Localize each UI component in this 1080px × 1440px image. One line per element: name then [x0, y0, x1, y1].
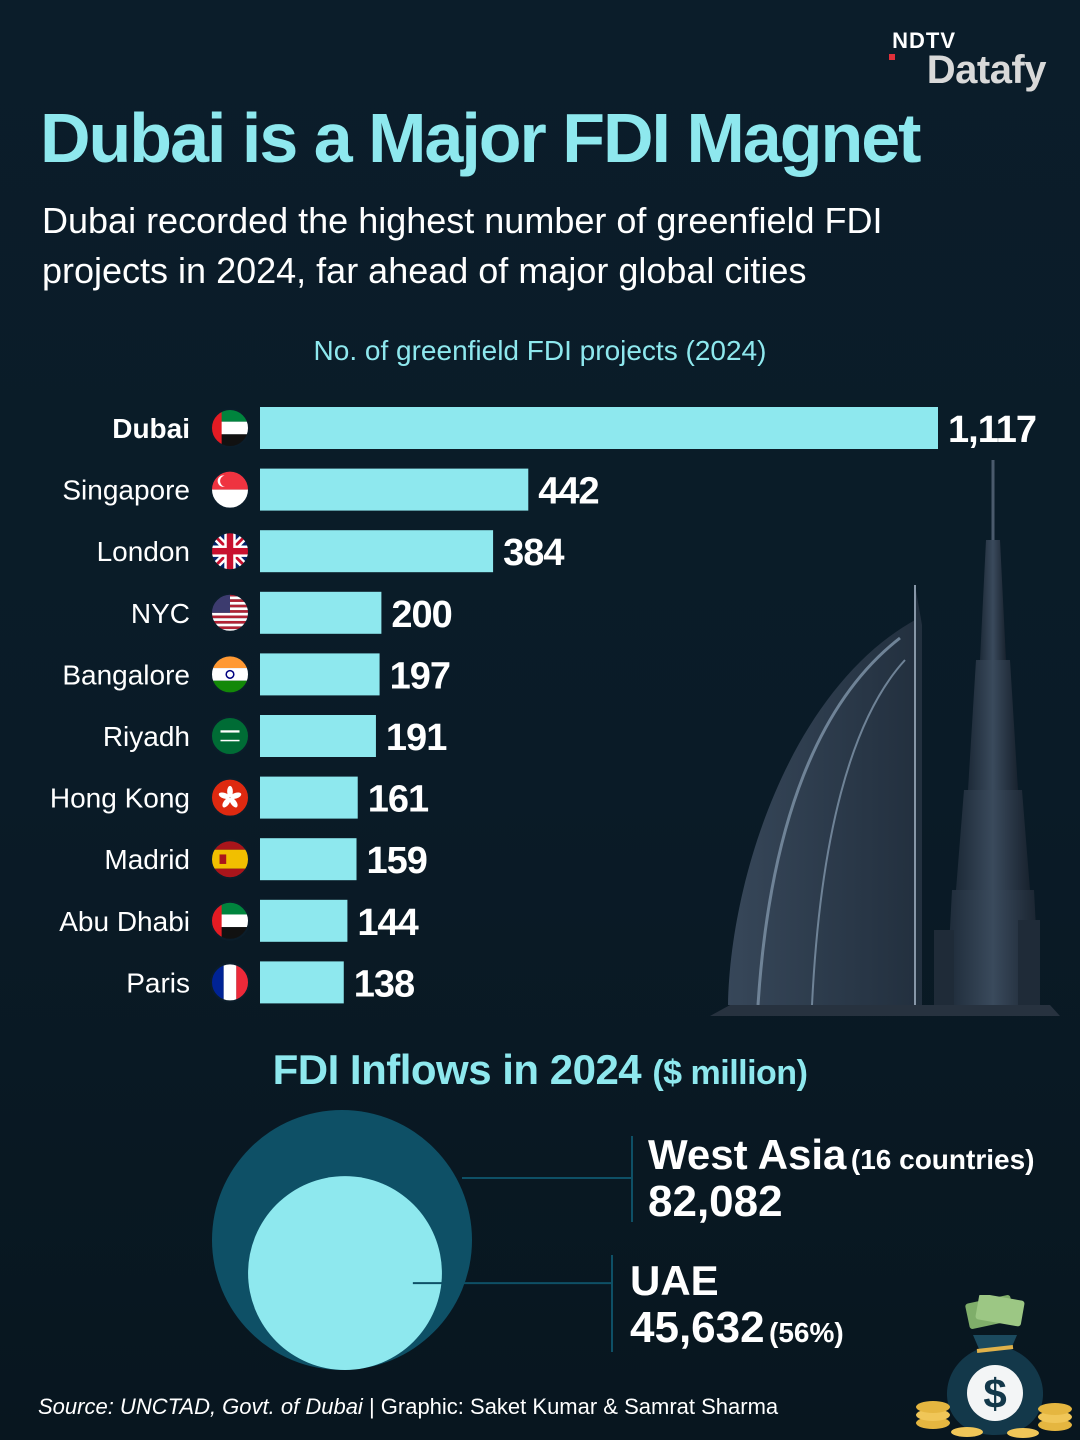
inflow-unit: ($ million): [652, 1054, 808, 1092]
category-label: Bangalore: [62, 659, 190, 690]
burj-khalifa-icon: [934, 460, 1040, 1006]
category-label: Riyadh: [103, 721, 190, 752]
footer: Source: UNCTAD, Govt. of Dubai | Graphic…: [38, 1394, 778, 1420]
uae-flag-icon: [210, 900, 250, 941]
page-subtitle: Dubai recorded the highest number of gre…: [42, 200, 883, 291]
west-asia-note: (16 countries): [850, 1144, 1035, 1175]
bar: [260, 407, 938, 449]
bar: [260, 961, 344, 1004]
burj-al-arab-icon: [710, 585, 1060, 1016]
singapore-flag-icon: [210, 469, 250, 510]
bar: [260, 653, 380, 696]
bar: [260, 715, 376, 757]
logo-ndtv: NDTV: [892, 28, 956, 53]
uk-flag-icon: [210, 531, 250, 572]
dubai-skyline-illustration: [710, 460, 1060, 1016]
bar-row: Madrid 159: [104, 838, 428, 882]
logo-datafy: Datafy: [926, 48, 1047, 92]
category-label: Abu Dhabi: [59, 906, 190, 937]
bar: [260, 899, 348, 942]
value-label: 159: [367, 840, 427, 882]
west-asia-bubble: [212, 1110, 472, 1370]
category-label: Paris: [126, 967, 190, 998]
category-label: Hong Kong: [50, 783, 190, 814]
uae-label: UAE 45,632 (56%): [630, 1258, 844, 1352]
inflow-title: FDI Inflows in 2024 ($ million): [0, 1046, 1080, 1094]
uae-bubble: [248, 1176, 442, 1370]
bar-row: Dubai 1,117: [112, 407, 1037, 451]
usa-flag-icon: [210, 592, 250, 633]
value-label: 384: [503, 532, 564, 574]
page-title: Dubai is a Major FDI Magnet: [40, 99, 921, 177]
bar-row: Abu Dhabi 144: [59, 899, 420, 944]
uae-flag-icon: [210, 408, 250, 448]
credit-text: | Graphic: Saket Kumar & Samrat Sharma: [368, 1394, 779, 1419]
spain-flag-icon: [210, 839, 250, 880]
bar: [260, 591, 382, 634]
category-label: Singapore: [62, 475, 190, 506]
bar: [260, 530, 494, 573]
bar-row: Paris 138: [126, 961, 415, 1005]
saudi-flag-icon: [210, 716, 250, 756]
value-label: 197: [390, 655, 450, 697]
bar-chart-title: No. of greenfield FDI projects (2024): [313, 335, 767, 366]
uae-value: 45,632: [630, 1303, 765, 1352]
india-flag-icon: [210, 654, 250, 695]
value-label: 442: [538, 471, 598, 513]
bar: [260, 468, 529, 511]
bar-row: London 384: [97, 530, 565, 574]
category-label: NYC: [131, 598, 190, 629]
west-asia-value: 82,082: [648, 1177, 783, 1226]
bar-row: NYC 200: [131, 591, 453, 636]
ndtv-datafy-logo: NDTV Datafy: [886, 28, 1047, 98]
bar-row: Bangalore 197: [62, 653, 451, 697]
uae-share: (56%): [769, 1317, 844, 1348]
value-label: 138: [354, 963, 414, 1005]
bar-row: Riyadh 191: [103, 715, 448, 759]
west-asia-label: West Asia (16 countries) 82,082: [648, 1132, 1034, 1226]
svg-text:$: $: [983, 1370, 1006, 1417]
value-label: 144: [357, 902, 418, 944]
uae-name: UAE: [630, 1257, 719, 1304]
value-label: 1,117: [948, 409, 1036, 451]
france-flag-icon: [210, 962, 250, 1003]
bar-chart: Dubai 1,117 Singapore 442 London 384 NYC 200 Ban…: [50, 407, 1037, 1005]
source-text: Source: UNCTAD, Govt. of Dubai: [38, 1394, 363, 1419]
bar-row: Hong Kong 161: [50, 776, 430, 821]
hongkong-flag-icon: [210, 777, 250, 818]
value-label: 200: [391, 594, 451, 636]
bar: [260, 776, 358, 819]
inflow-title-text: FDI Inflows in 2024: [272, 1046, 642, 1093]
category-label: London: [97, 536, 190, 567]
value-label: 191: [386, 717, 447, 759]
west-asia-name: West Asia: [648, 1131, 847, 1178]
bar-row: Singapore 442: [62, 468, 600, 513]
category-label: Madrid: [104, 844, 190, 875]
bar: [260, 838, 357, 881]
logo-red-dot: [889, 54, 895, 60]
value-label: 161: [368, 779, 429, 821]
money-bag-icon: $: [916, 1295, 1072, 1438]
category-label: Dubai: [112, 413, 190, 444]
